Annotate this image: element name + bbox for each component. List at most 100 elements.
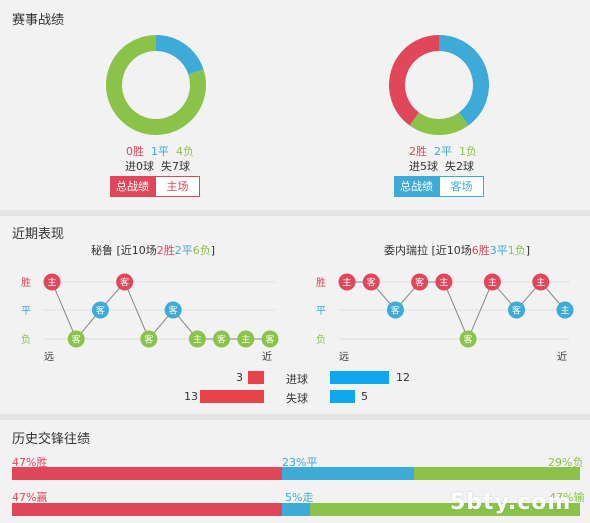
history-section-title: 历史交锋往绩 [12,432,91,447]
left-match-point[interactable]: 主 [237,330,255,348]
left-match-point[interactable]: 客 [116,273,134,291]
left-match-venue-label: 客 [120,277,129,289]
right-axis-label-loss: 负 [316,333,326,346]
left-match-point[interactable]: 主 [43,273,61,291]
right-match-point[interactable]: 客 [459,330,477,348]
right-match-venue-label: 主 [342,277,351,289]
left-donut-loss-slice [106,35,206,135]
left-match-point[interactable]: 客 [91,301,109,319]
right-team-summary: 委内瑞拉 [近10场6胜3平1负] [384,244,531,257]
right-match-marker [483,273,501,291]
history-row2-bar [12,503,580,516]
left-home-button[interactable]: 主场 [155,176,200,197]
left-match-marker [188,330,206,348]
left-match-marker [237,330,255,348]
section-divider-1 [0,210,590,216]
history-row1-bar [12,467,580,480]
left-match-point[interactable]: 客 [67,330,85,348]
history-row2-win-segment [12,503,282,516]
left-match-point[interactable]: 客 [140,330,158,348]
left-match-marker [43,273,61,291]
left-record-win: 0胜 [126,145,144,158]
right-donut-chart [389,35,489,135]
right-match-point[interactable]: 客 [386,301,404,319]
scored-label: 进球 [286,373,308,386]
right-record-line: 2胜 2平 1负 [409,143,477,159]
left-match-venue-label: 客 [217,334,226,346]
right-donut-win-slice [389,35,440,126]
left-match-venue-label: 主 [241,334,250,346]
right-scored-value: 12 [396,371,410,384]
left-match-point[interactable]: 客 [164,301,182,319]
left-match-venue-label: 客 [169,305,178,317]
left-conceded-bar [200,390,264,403]
right-conceded-bar [330,390,355,403]
left-conceded-value: 13 [184,390,198,403]
right-team-name: 委内瑞拉 [384,244,428,257]
right-record-draw: 2平 [434,145,452,158]
right-conceded-value: 5 [361,390,368,403]
left-form-line [51,281,270,340]
right-donut-draw-slice [438,35,489,126]
right-away-button[interactable]: 客场 [439,176,484,197]
left-total-record-button[interactable]: 总战绩 [110,176,155,197]
left-match-marker [91,301,109,319]
left-match-venue-label: 主 [193,334,202,346]
right-match-venue-label: 客 [512,305,521,317]
left-match-point[interactable]: 主 [188,330,206,348]
right-match-venue-label: 客 [391,305,400,317]
right-match-point[interactable]: 主 [532,273,550,291]
left-axis-label-win: 胜 [21,277,31,289]
right-match-point[interactable]: 客 [411,273,429,291]
right-match-point[interactable]: 客 [508,301,526,319]
left-donut-draw-slice [155,35,204,75]
left-axis-label-loss: 负 [21,333,31,346]
left-donut-chart [106,35,206,135]
right-match-marker [411,273,429,291]
right-match-venue-label: 客 [415,277,424,289]
left-match-venue-label: 客 [96,305,105,317]
right-match-venue-label: 主 [536,277,545,289]
right-donut-loss-slice [409,112,469,135]
history-row2-draw-label: 5%走 [285,491,314,504]
right-match-marker [338,273,356,291]
right-match-venue-label: 主 [488,277,497,289]
watermark-logo: 5bty.com [450,490,572,515]
left-match-marker [116,273,134,291]
left-team-summary: 秘鲁 [近10场2胜2平6负] [91,244,216,257]
history-row1-win-label: 47%胜 [12,456,48,469]
history-row2-loss-label: 47%输 [549,491,585,504]
right-form-line [347,281,566,341]
left-match-venue-label: 主 [47,277,56,289]
right-axis-label-draw: 平 [316,306,326,317]
right-axis-far-label: 远 [339,351,349,363]
left-record-line: 0胜 1平 4负 [126,143,194,159]
recent-section-title: 近期表现 [12,227,65,242]
right-match-point[interactable]: 主 [435,273,453,291]
record-section-title: 赛事战绩 [12,13,65,28]
left-match-venue-label: 客 [72,334,81,346]
left-match-point[interactable]: 客 [261,330,279,348]
right-match-marker [532,273,550,291]
right-match-marker [362,273,380,291]
right-match-point[interactable]: 主 [556,301,574,319]
left-match-marker [213,330,231,348]
left-match-venue-label: 客 [144,334,153,346]
right-match-marker [508,301,526,319]
left-match-point[interactable]: 客 [213,330,231,348]
right-match-marker [435,273,453,291]
right-match-venue-label: 客 [367,277,376,289]
right-record-win: 2胜 [409,145,427,158]
right-match-marker [386,301,404,319]
right-match-marker [556,301,574,319]
left-match-venue-label: 客 [265,334,274,346]
right-match-point[interactable]: 客 [362,273,380,291]
right-total-record-button[interactable]: 总战绩 [394,176,439,197]
right-axis-near-label: 近 [557,350,567,363]
right-match-point[interactable]: 主 [338,273,356,291]
right-match-point[interactable]: 主 [483,273,501,291]
section-divider-2 [0,414,590,420]
right-match-venue-label: 客 [464,334,473,346]
history-row2-draw-segment [281,503,311,516]
history-row1-win-segment [12,467,282,480]
